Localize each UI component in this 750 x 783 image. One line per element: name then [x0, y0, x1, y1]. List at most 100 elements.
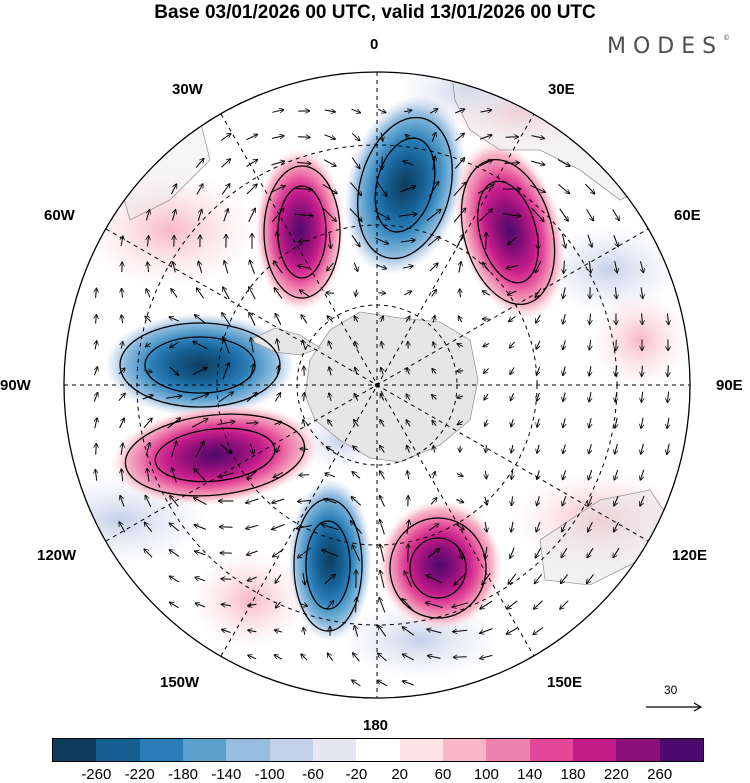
wind-vector	[614, 521, 619, 532]
map-title: Base 03/01/2026 00 UTC, valid 13/01/2026…	[154, 2, 596, 23]
colorbar-tick-label: 60	[434, 766, 452, 783]
colorbar-segment	[659, 739, 703, 761]
wind-vector	[588, 495, 593, 506]
wind-vector	[404, 571, 413, 588]
wind-vector	[221, 604, 231, 605]
wind-vector	[425, 603, 443, 608]
wind-vector	[615, 443, 618, 454]
wind-vector	[167, 418, 181, 429]
colorbar-tick-label: -260	[81, 766, 112, 783]
wind-vector	[301, 654, 308, 661]
wind-vector	[120, 495, 125, 507]
wind-vector	[295, 188, 313, 189]
wind-vector	[399, 214, 417, 216]
wind-vector	[276, 445, 280, 453]
wind-vector	[324, 574, 336, 585]
wind-vector	[587, 547, 594, 558]
wind-vector	[537, 418, 539, 427]
wind-vector	[169, 317, 180, 322]
wind-vector	[560, 600, 569, 609]
wind-vector	[402, 266, 413, 268]
wind-vector	[328, 341, 331, 350]
wind-vector	[145, 495, 152, 507]
wind-vector	[479, 135, 492, 140]
wind-vector	[381, 316, 384, 323]
wind-vector	[455, 523, 464, 530]
wind-vector	[510, 367, 515, 375]
wind-vector	[485, 521, 487, 532]
wind-vector	[614, 495, 619, 506]
wind-vector	[453, 657, 467, 658]
wind-vector	[612, 209, 619, 221]
wind-vector	[377, 109, 386, 112]
wind-vector	[455, 109, 465, 114]
wind-vector	[402, 599, 415, 612]
wind-vector	[537, 392, 540, 401]
wind-vectors	[94, 109, 669, 687]
wind-vector	[531, 136, 545, 139]
wind-vector	[270, 186, 285, 193]
wind-vector	[512, 496, 513, 505]
wind-vector	[322, 524, 339, 531]
reference-vector-arrow	[646, 702, 703, 712]
wind-vector	[380, 544, 385, 562]
wind-vector	[96, 315, 97, 324]
wind-vector	[641, 287, 643, 298]
wind-vector	[377, 264, 386, 269]
wind-vector	[354, 316, 358, 323]
wind-vector	[96, 288, 97, 298]
wind-vector	[585, 183, 594, 194]
wind-vector	[486, 233, 487, 250]
wind-vector	[121, 469, 122, 482]
wind-vector	[118, 368, 125, 375]
wind-vector	[303, 419, 305, 427]
wind-vector	[381, 368, 384, 375]
wind-vector	[277, 339, 279, 352]
wind-vector	[221, 159, 230, 168]
wind-vector	[275, 313, 282, 325]
wind-vector	[509, 341, 515, 348]
wind-vector	[328, 420, 333, 427]
wind-vector	[351, 157, 360, 168]
wind-vector	[169, 523, 180, 532]
wind-vector	[457, 421, 463, 424]
wind-vector	[536, 314, 541, 323]
wind-vector	[483, 368, 489, 374]
wind-vector	[535, 260, 542, 273]
wind-vector	[616, 339, 617, 351]
wind-vector	[173, 262, 176, 273]
wind-vector	[298, 266, 311, 269]
wind-vector	[428, 656, 441, 659]
wind-vector	[433, 446, 434, 453]
wind-vector	[246, 550, 258, 555]
wind-vector	[329, 367, 331, 376]
wind-vector	[356, 289, 357, 297]
wind-vector	[641, 261, 644, 273]
colorbar-segment	[399, 739, 443, 761]
wind-vector	[147, 236, 148, 247]
colorbar-segment	[442, 739, 487, 761]
wind-vector	[145, 443, 149, 456]
wind-vector	[94, 367, 97, 376]
wind-vector	[277, 365, 279, 377]
wind-vector	[146, 210, 149, 221]
wind-vector	[246, 184, 257, 195]
wind-vector	[276, 601, 281, 608]
colorbar-segment	[182, 739, 227, 761]
colorbar-tick-label: 220	[603, 766, 629, 783]
wind-vector	[458, 316, 461, 323]
wind-vector	[248, 604, 257, 606]
wind-vector	[297, 547, 311, 558]
wind-vector	[456, 474, 463, 477]
wind-vector	[329, 393, 331, 402]
wind-vector	[667, 417, 669, 429]
wind-vector	[667, 313, 668, 324]
wind-vector	[530, 160, 545, 165]
wind-vector	[249, 364, 254, 379]
wind-vector	[274, 655, 283, 660]
wind-vector	[297, 137, 310, 138]
wind-vector	[511, 419, 513, 427]
wind-vector	[351, 235, 360, 246]
wind-vector	[407, 445, 410, 453]
wind-vector	[322, 183, 337, 193]
